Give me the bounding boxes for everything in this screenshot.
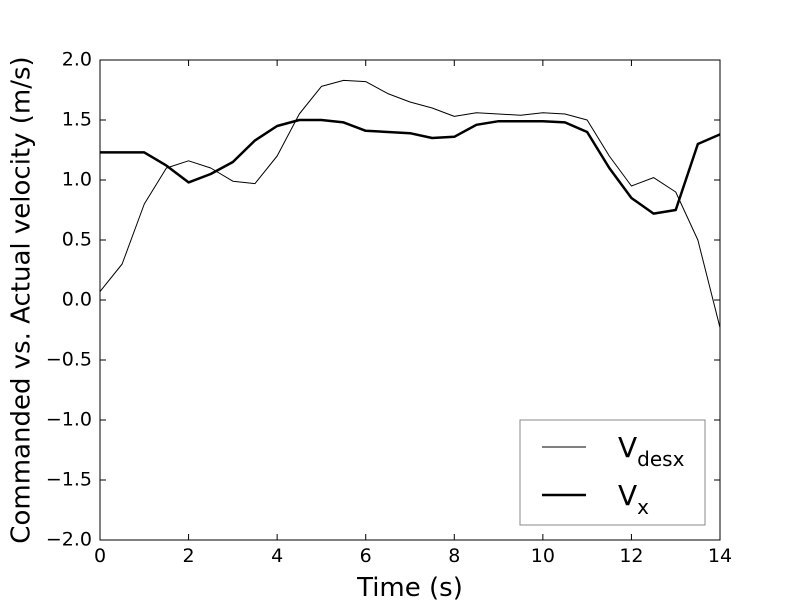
legend-label: Vx	[618, 479, 649, 519]
x-tick-label: 4	[271, 545, 283, 567]
x-tick-label: 8	[448, 545, 460, 567]
y-tick-label: 1.0	[62, 169, 92, 191]
y-tick-label: −2.0	[46, 529, 92, 551]
y-axis-label: Commanded vs. Actual velocity (m/s)	[7, 56, 37, 543]
y-tick-label: −1.0	[46, 409, 92, 431]
x-tick-label: 12	[619, 545, 643, 567]
y-tick-label: 0.0	[62, 289, 92, 311]
series-line	[100, 118, 721, 215]
series-line	[99, 79, 721, 328]
x-tick-label: 10	[531, 545, 555, 567]
x-axis-label: Time (s)	[356, 573, 463, 600]
y-tick-label: 1.5	[62, 109, 92, 131]
legend-box	[519, 419, 706, 526]
y-tick-label: 0.5	[62, 229, 92, 251]
y-tick-label: −0.5	[46, 349, 92, 371]
y-tick-label: −1.5	[46, 469, 92, 491]
x-tick-label: 6	[360, 545, 372, 567]
x-tick-label: 0	[94, 545, 106, 567]
plot-frame	[99, 59, 721, 541]
legend-name: V	[618, 431, 637, 464]
y-tick-label: 2.0	[62, 49, 92, 71]
legend-subscript: desx	[637, 447, 684, 471]
legend-subscript: x	[637, 495, 649, 519]
legend-name: V	[618, 479, 637, 512]
legend-label: Vdesx	[618, 431, 685, 471]
x-tick-label: 2	[183, 545, 195, 567]
x-tick-label: 14	[708, 545, 732, 567]
